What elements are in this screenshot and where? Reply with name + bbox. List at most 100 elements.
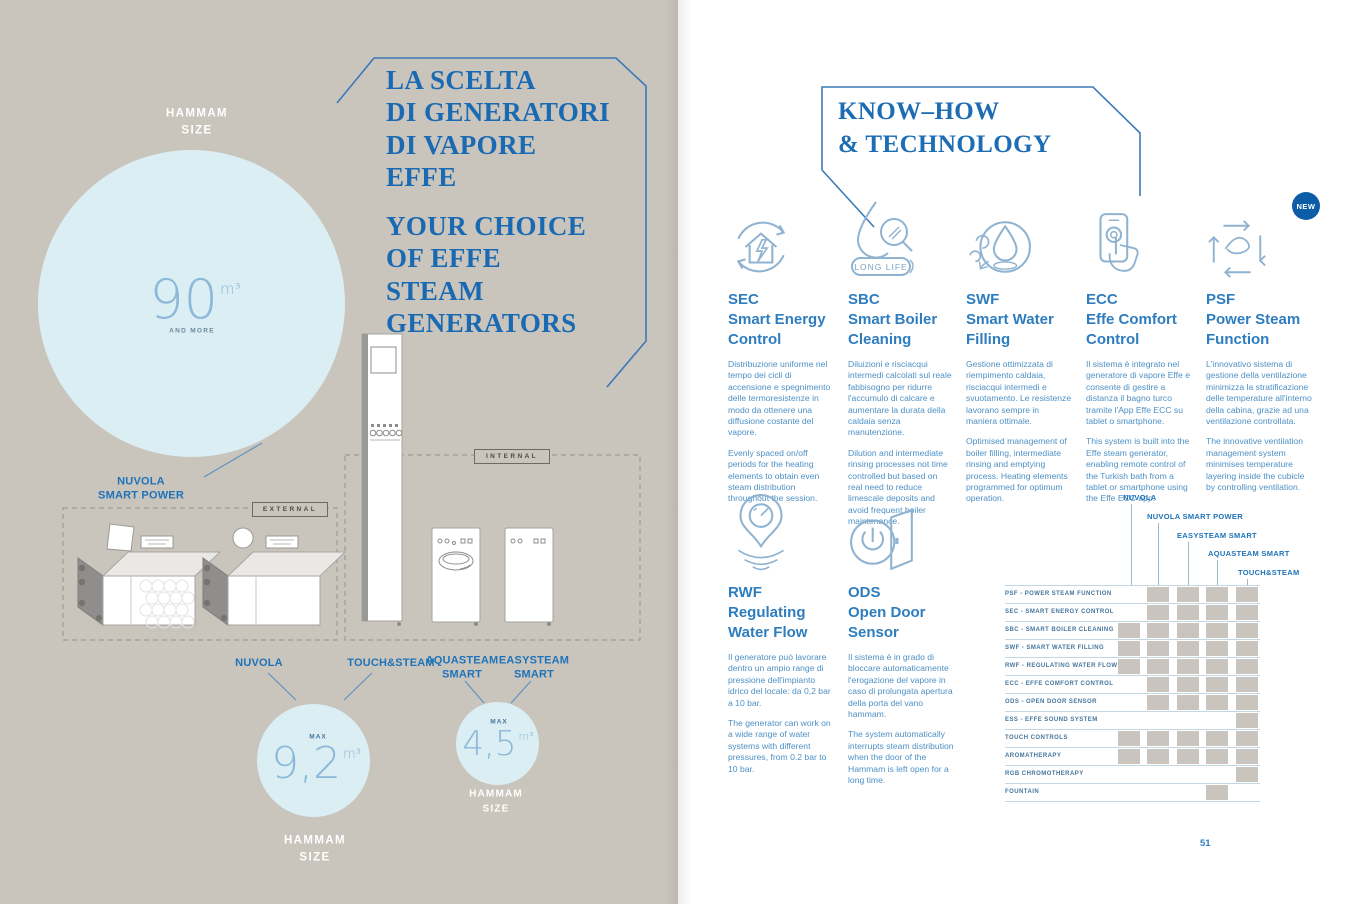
internal-tag: INTERNAL (474, 449, 550, 464)
mid-circle-value: 9,2 m³ (271, 742, 361, 786)
matrix-row-label: RGB CHROMOTHERAPY (1005, 771, 1084, 777)
big-circle-number: 90 (149, 268, 219, 331)
matrix-cell (1147, 785, 1169, 800)
matrix-cell (1236, 605, 1258, 620)
matrix-row-label: PSF - POWER STEAM FUNCTION (1005, 591, 1112, 597)
big-circle-note: AND MORE (169, 327, 215, 335)
matrix-column-nuvola: NUVOLA (1123, 493, 1157, 502)
feature-code: SWF (966, 291, 1000, 308)
matrix-cell (1177, 767, 1199, 782)
matrix-cell (1177, 713, 1199, 728)
matrix-cell (1118, 641, 1140, 656)
matrix-cell (1177, 785, 1199, 800)
page-number: 51 (1200, 838, 1211, 849)
label-touch-steam: TOUCH&STEAM (347, 656, 435, 669)
matrix-cell (1206, 767, 1228, 782)
small-circle-value: 4,5 m³ (462, 727, 533, 761)
mid-circle-caption: HAMMAM SIZE (283, 834, 347, 863)
matrix-cell (1206, 659, 1228, 674)
matrix-row-label: SWF - SMART WATER FILLING (1005, 645, 1105, 651)
feature-swf: SWF Smart Water Filling Gestione ottimiz… (966, 196, 1072, 505)
feature-text-en: This system is built into the Effe steam… (1086, 436, 1190, 504)
matrix-cell (1236, 623, 1258, 638)
matrix-cell (1118, 767, 1140, 782)
matrix-cell (1147, 767, 1169, 782)
matrix-cell (1118, 659, 1140, 674)
feature-text-it: Il generatore può lavorare dentro un amp… (728, 651, 831, 708)
matrix-cell (1118, 587, 1140, 602)
easysteam-smart-illustration (504, 527, 554, 626)
feature-text-en: The generator can work on a wide range o… (728, 717, 831, 774)
matrix-row-label: AROMATHERAPY (1005, 753, 1062, 759)
feature-ods: ODS Open Door Sensor Il sistema è in gra… (848, 489, 954, 786)
hammam-size-top-label: HAMMAM SIZE (165, 107, 229, 136)
mid-circle-unit: m³ (343, 747, 361, 762)
feature-name: Open Door Sensor (848, 603, 926, 641)
nuvola-illustration (202, 527, 347, 626)
feature-name: Smart Water Filling (966, 310, 1054, 348)
matrix-cell (1147, 677, 1169, 692)
matrix-row: AROMATHERAPY (1005, 748, 1260, 766)
matrix-cell (1118, 605, 1140, 620)
matrix-cell (1236, 587, 1258, 602)
matrix-cell (1236, 695, 1258, 710)
matrix-cell (1177, 587, 1199, 602)
hammam-size-circle-45 (456, 702, 539, 785)
matrix-row: SWF - SMART WATER FILLING (1005, 640, 1260, 658)
small-circle-max: MAX (490, 718, 508, 726)
feature-text-it: L'innovativo sistema di gestione della v… (1206, 358, 1312, 426)
label-nuvola-smart-power: NUVOLA SMART POWER (98, 475, 184, 502)
page-gutter-shadow (664, 0, 692, 904)
feature-text-en: The innovative ventilation management sy… (1206, 436, 1305, 493)
matrix-cell (1177, 677, 1199, 692)
new-badge: NEW (1292, 192, 1320, 220)
matrix-column-line (1247, 579, 1248, 585)
small-circle-caption: HAMMAM SIZE (469, 788, 523, 815)
matrix-cell (1147, 749, 1169, 764)
feature-text-it: Distribuzione uniforme nel tempo dei cic… (728, 358, 831, 438)
label-easysteam-smart: EASYSTEAM SMART (498, 654, 570, 681)
big-circle-unit: m³ (220, 280, 241, 298)
feature-code: ECC (1086, 291, 1118, 308)
feature-psf: NEW PSF Power Steam Function L'innovativ… (1206, 192, 1320, 493)
matrix-cell (1236, 677, 1258, 692)
matrix-cell (1206, 641, 1228, 656)
matrix-cell (1177, 623, 1199, 638)
matrix-row: ECC - EFFE COMFORT CONTROL (1005, 676, 1260, 694)
matrix-cell (1236, 749, 1258, 764)
matrix-cell (1118, 749, 1140, 764)
know-how-title: KNOW–HOW & TECHNOLOGY (838, 98, 1052, 158)
long-life-label: LONG LIFE (854, 262, 907, 272)
feature-text-it: Gestione ottimizzata di riempimento cald… (966, 358, 1072, 426)
feature-sec: SEC Smart Energy Control Distribuzione u… (728, 196, 834, 505)
matrix-cell (1147, 623, 1169, 638)
matrix-column-line (1158, 523, 1159, 585)
feature-ecc: ECC Effe Comfort Control Il sistema è in… (1086, 196, 1192, 505)
matrix-row-label: TOUCH CONTROLS (1005, 735, 1068, 741)
title-frame (336, 57, 647, 388)
feature-sbc: LONG LIFE SBC Smart Boiler Cleaning Dilu… (848, 196, 954, 528)
big-circle-value: 90 m³ (149, 273, 240, 327)
feature-name: Regulating Water Flow (728, 603, 808, 641)
matrix-row: TOUCH CONTROLS (1005, 730, 1260, 748)
matrix-cell (1147, 695, 1169, 710)
small-circle-unit: m³ (518, 730, 534, 743)
feature-name: Power Steam Function (1206, 310, 1301, 348)
pressure-gauge-pin-icon (737, 494, 785, 571)
matrix-column-aquasteam-smart: AQUASTEAM SMART (1208, 549, 1290, 558)
matrix-row-label: ESS - EFFE SOUND SYSTEM (1005, 717, 1098, 723)
matrix-cell (1206, 749, 1228, 764)
matrix-row: ESS - EFFE SOUND SYSTEM (1005, 712, 1260, 730)
matrix-cell (1147, 641, 1169, 656)
feature-code: SEC (728, 291, 759, 308)
matrix-row-label: SEC - SMART ENERGY CONTROL (1005, 609, 1114, 615)
matrix-cell (1206, 587, 1228, 602)
matrix-cell (1147, 605, 1169, 620)
matrix-cell (1236, 785, 1258, 800)
feature-text-en: Optimised management of boiler filling, … (966, 436, 1068, 504)
label-aquasteam-smart: AQUASTEAM SMART (425, 654, 499, 681)
feature-code: ODS (848, 584, 881, 601)
matrix-cell (1147, 659, 1169, 674)
external-tag: EXTERNAL (252, 502, 328, 517)
matrix-cell (1177, 731, 1199, 746)
